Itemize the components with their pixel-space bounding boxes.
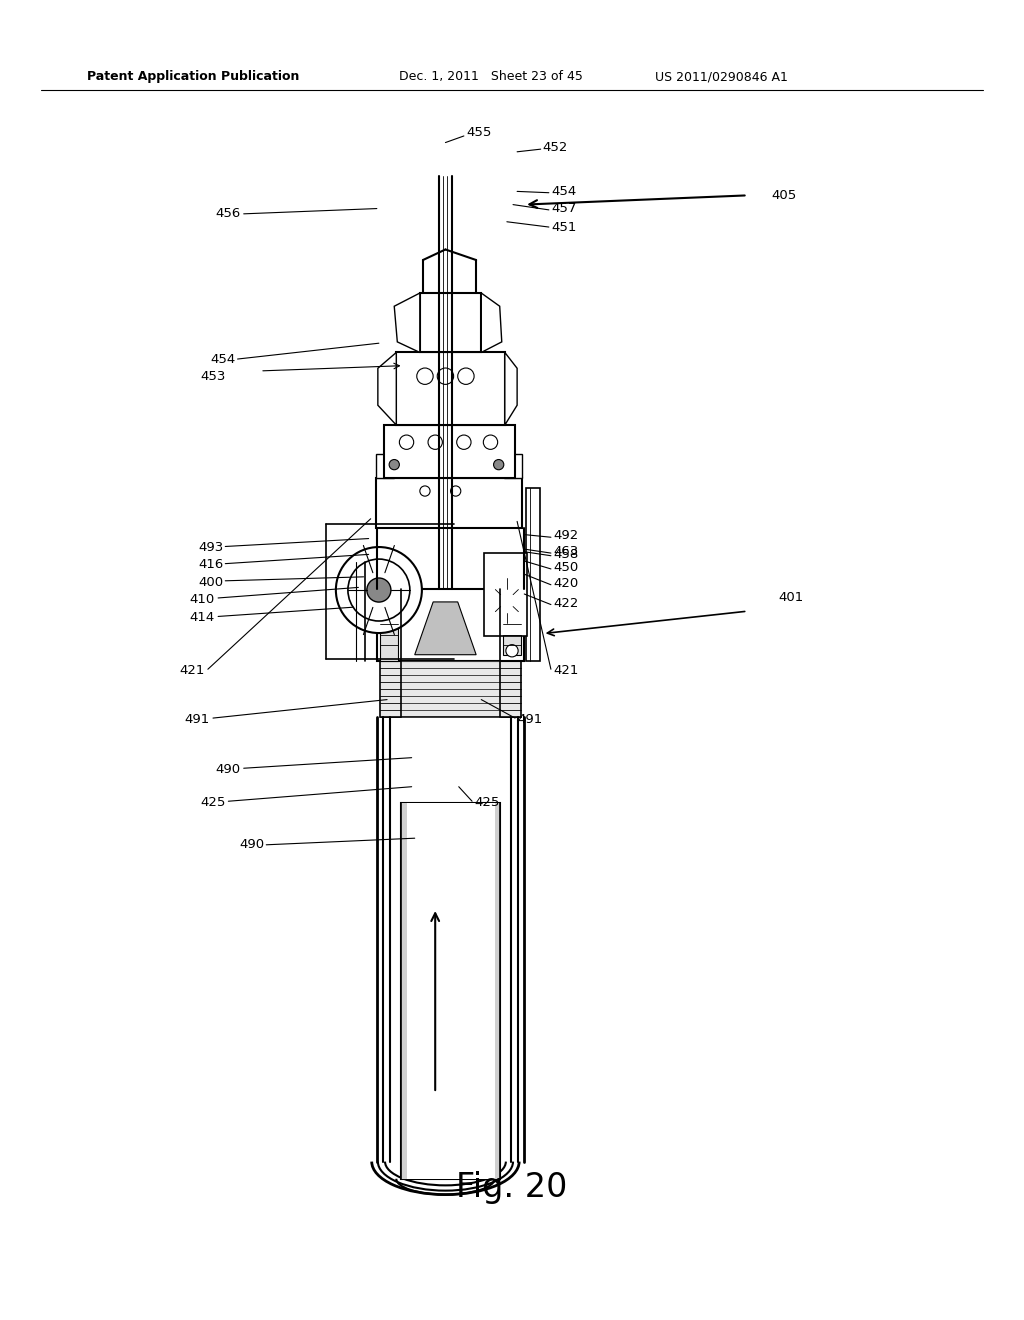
Text: 491: 491	[184, 713, 210, 726]
Text: 490: 490	[215, 763, 241, 776]
Bar	[376, 454, 394, 478]
Circle shape	[348, 560, 410, 620]
Text: Dec. 1, 2011   Sheet 23 of 45: Dec. 1, 2011 Sheet 23 of 45	[399, 70, 584, 83]
Text: 455: 455	[466, 125, 492, 139]
Polygon shape	[394, 293, 420, 352]
Text: 421: 421	[179, 664, 205, 677]
Text: 416: 416	[198, 558, 223, 572]
Text: 425: 425	[200, 796, 225, 809]
Text: 405: 405	[771, 189, 797, 202]
Circle shape	[457, 436, 471, 449]
Text: 458: 458	[553, 548, 579, 561]
Bar	[420, 293, 481, 352]
Text: Fig. 20: Fig. 20	[457, 1172, 567, 1204]
Bar	[376, 478, 522, 528]
Text: 400: 400	[198, 576, 223, 589]
Text: 410: 410	[189, 593, 215, 606]
Text: 492: 492	[553, 529, 579, 543]
Text: 457: 457	[551, 202, 577, 215]
Circle shape	[420, 486, 430, 496]
Bar	[396, 352, 505, 425]
Text: 454: 454	[210, 352, 236, 366]
Text: 463: 463	[553, 545, 579, 558]
Bar	[526, 488, 540, 661]
Text: 420: 420	[553, 577, 579, 590]
Circle shape	[500, 594, 514, 607]
Bar	[377, 589, 524, 661]
Text: 401: 401	[778, 591, 804, 605]
Bar	[384, 425, 515, 478]
Text: 425: 425	[474, 796, 500, 809]
Text: 493: 493	[198, 541, 223, 554]
Text: 451: 451	[551, 220, 577, 234]
Text: 421: 421	[553, 664, 579, 677]
Circle shape	[494, 459, 504, 470]
Text: 491: 491	[517, 713, 543, 726]
Circle shape	[389, 459, 399, 470]
Circle shape	[458, 368, 474, 384]
Bar	[401, 803, 500, 1179]
Bar	[484, 553, 527, 636]
Text: US 2011/0290846 A1: US 2011/0290846 A1	[655, 70, 788, 83]
Circle shape	[367, 578, 391, 602]
Text: 414: 414	[189, 611, 215, 624]
Bar	[503, 595, 521, 655]
Bar	[401, 803, 407, 1179]
Circle shape	[336, 546, 422, 634]
Circle shape	[399, 436, 414, 449]
Bar	[495, 803, 500, 1179]
Polygon shape	[378, 352, 396, 425]
Bar	[380, 595, 398, 661]
Polygon shape	[401, 803, 500, 1179]
Text: 454: 454	[551, 185, 577, 198]
Text: 450: 450	[553, 561, 579, 574]
Text: 453: 453	[200, 370, 225, 383]
Polygon shape	[415, 602, 476, 655]
Circle shape	[483, 436, 498, 449]
Circle shape	[506, 593, 518, 606]
Text: 452: 452	[543, 141, 568, 154]
Circle shape	[437, 368, 454, 384]
Text: 456: 456	[215, 207, 241, 220]
Circle shape	[492, 585, 522, 616]
Circle shape	[428, 436, 442, 449]
Text: 422: 422	[553, 597, 579, 610]
Text: 490: 490	[239, 838, 264, 851]
Text: Patent Application Publication: Patent Application Publication	[87, 70, 299, 83]
Circle shape	[451, 486, 461, 496]
Polygon shape	[505, 352, 517, 425]
Bar	[380, 661, 521, 717]
Bar	[504, 454, 522, 478]
Circle shape	[506, 644, 518, 657]
Polygon shape	[481, 293, 502, 352]
Circle shape	[417, 368, 433, 384]
